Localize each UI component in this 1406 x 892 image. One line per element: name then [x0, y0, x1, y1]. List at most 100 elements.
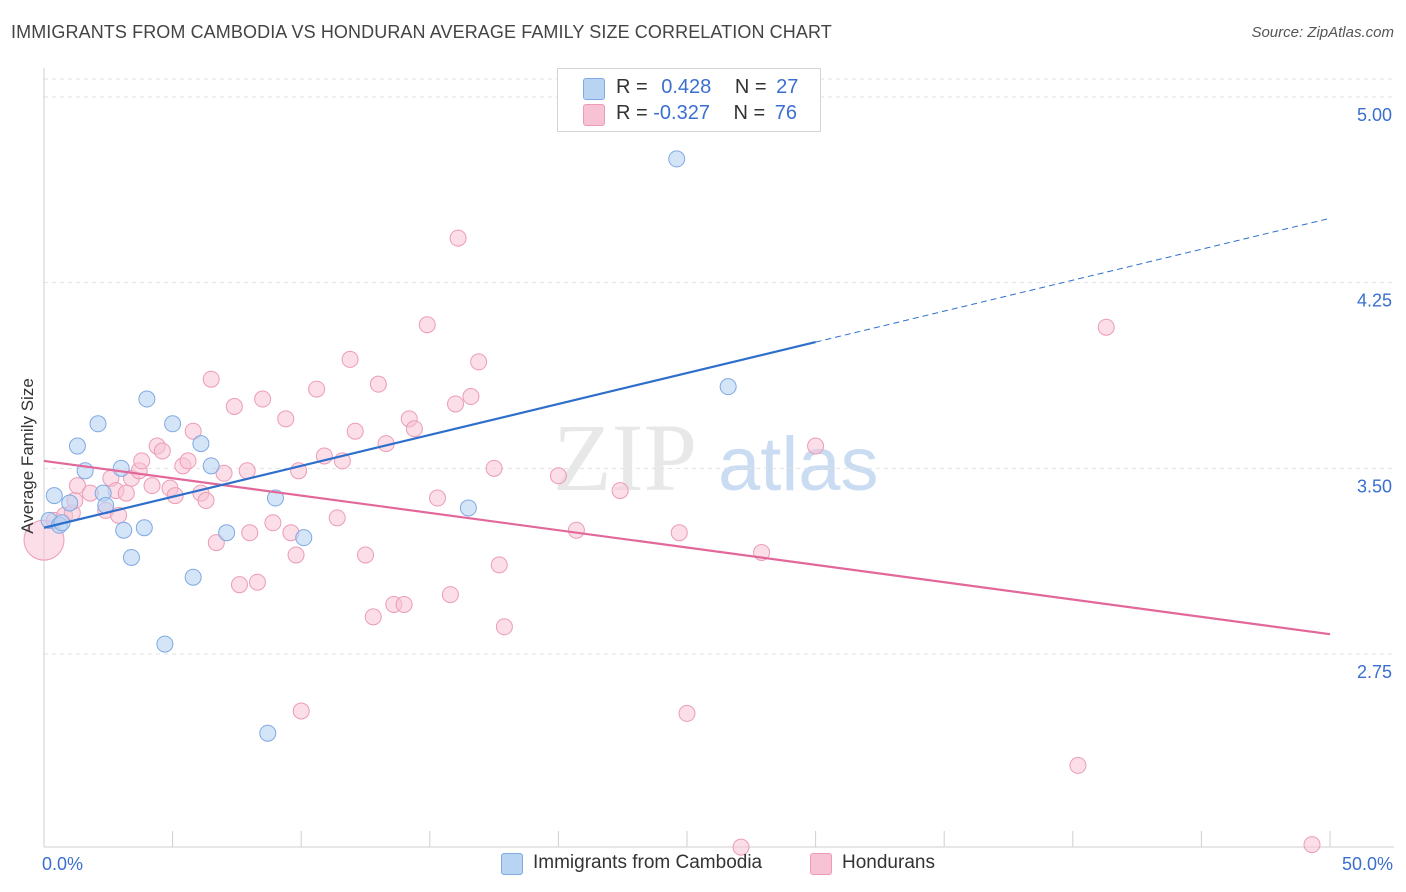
point-hondurans: [549, 467, 567, 485]
point-hondurans: [418, 316, 436, 334]
point-hondurans: [567, 521, 585, 539]
chart-source: Source: ZipAtlas.com: [1251, 24, 1394, 41]
point-hondurans: [133, 452, 151, 470]
legend-n-label-1: N =: [734, 76, 767, 98]
point-cambodia: [138, 390, 156, 408]
correlation-legend: R = 0.428 N = 27 R = -0.327 N = 76: [557, 68, 821, 132]
legend-row-hondurans: R = -0.327 N = 76: [616, 102, 797, 125]
point-cambodia: [61, 494, 79, 512]
point-hondurans: [225, 397, 243, 415]
point-cambodia: [259, 724, 277, 742]
point-cambodia: [459, 499, 477, 517]
point-hondurans: [197, 492, 215, 510]
y-axis-label: Average Family Size: [18, 378, 37, 534]
bottom-legend-hondurans: Hondurans: [842, 852, 935, 873]
point-hondurans: [405, 420, 423, 438]
legend-n-value-hondurans: 76: [774, 102, 798, 124]
bottom-legend-swatch-cambodia: [501, 853, 523, 875]
point-hondurans: [117, 484, 135, 502]
legend-n-value-cambodia: 27: [776, 76, 799, 98]
point-hondurans: [369, 375, 387, 393]
point-hondurans: [241, 524, 259, 542]
point-hondurans: [153, 442, 171, 460]
point-cambodia: [218, 524, 236, 542]
point-hondurans: [1303, 836, 1321, 854]
chart-title: IMMIGRANTS FROM CAMBODIA VS HONDURAN AVE…: [11, 22, 832, 42]
point-cambodia: [89, 415, 107, 433]
legend-r-value-cambodia: 0.428: [661, 76, 712, 98]
point-cambodia: [115, 521, 133, 539]
point-cambodia: [266, 489, 284, 507]
legend-r-value-hondurans: -0.327: [653, 102, 710, 124]
point-cambodia: [156, 635, 174, 653]
point-hondurans: [346, 422, 364, 440]
point-cambodia: [122, 548, 140, 566]
point-hondurans: [287, 546, 305, 564]
point-hondurans: [230, 576, 248, 594]
point-hondurans: [215, 464, 233, 482]
point-hondurans: [495, 618, 513, 636]
point-hondurans: [143, 477, 161, 495]
trendline-hondurans: [43, 459, 1331, 636]
legend-n-label-2: N =: [733, 102, 766, 124]
point-hondurans: [308, 380, 326, 398]
legend-r-label-1: R =: [616, 76, 648, 98]
point-hondurans: [292, 702, 310, 720]
point-cambodia: [184, 568, 202, 586]
point-hondurans: [202, 370, 220, 388]
point-hondurans: [254, 390, 272, 408]
point-hondurans: [485, 459, 503, 477]
point-cambodia: [202, 457, 220, 475]
point-cambodia: [719, 378, 737, 396]
y-tick-label: 5.00: [1357, 105, 1392, 125]
point-hondurans: [490, 556, 508, 574]
point-cambodia: [135, 519, 153, 537]
point-hondurans: [179, 452, 197, 470]
y-tick-label: 4.25: [1357, 291, 1392, 311]
trendline-cambodia-extrapolated: [815, 217, 1331, 343]
point-hondurans: [447, 395, 465, 413]
legend-r-label-2: R =: [616, 102, 648, 124]
legend-swatch-cambodia: [583, 78, 605, 100]
watermark-atlas: atlas: [718, 422, 879, 507]
point-hondurans: [264, 514, 282, 532]
point-hondurans: [184, 422, 202, 440]
point-hondurans: [68, 477, 86, 495]
x-tick-label-min: 0.0%: [42, 854, 83, 874]
point-cambodia: [192, 435, 210, 453]
point-hondurans: [341, 350, 359, 368]
point-cambodia: [668, 150, 686, 168]
bottom-legend-cambodia: Immigrants from Cambodia: [533, 852, 763, 873]
y-tick-label: 3.50: [1357, 476, 1392, 496]
point-hondurans: [449, 229, 467, 247]
point-hondurans: [670, 524, 688, 542]
point-cambodia: [295, 529, 313, 547]
point-hondurans: [807, 437, 825, 455]
point-cambodia: [112, 459, 130, 477]
x-tick-label-max: 50.0%: [1342, 854, 1393, 874]
point-hondurans: [678, 704, 696, 722]
point-cambodia: [68, 437, 86, 455]
y-tick-label: 2.75: [1357, 662, 1392, 682]
point-hondurans: [395, 595, 413, 613]
point-hondurans: [429, 489, 447, 507]
point-hondurans: [364, 608, 382, 626]
point-hondurans: [328, 509, 346, 527]
point-hondurans: [732, 838, 750, 856]
point-hondurans: [462, 388, 480, 406]
legend-swatch-hondurans: [583, 104, 605, 126]
bottom-legend-swatch-hondurans: [810, 853, 832, 875]
point-hondurans: [470, 353, 488, 371]
point-hondurans: [248, 573, 266, 591]
point-hondurans: [1069, 756, 1087, 774]
point-hondurans: [441, 586, 459, 604]
legend-row-cambodia: R = 0.428 N = 27: [616, 76, 798, 99]
point-hondurans: [1097, 318, 1115, 336]
point-hondurans: [207, 534, 225, 552]
point-hondurans: [277, 410, 295, 428]
point-hondurans: [357, 546, 374, 564]
point-cambodia: [164, 415, 182, 433]
point-hondurans: [611, 482, 629, 500]
point-cambodia: [45, 487, 63, 505]
